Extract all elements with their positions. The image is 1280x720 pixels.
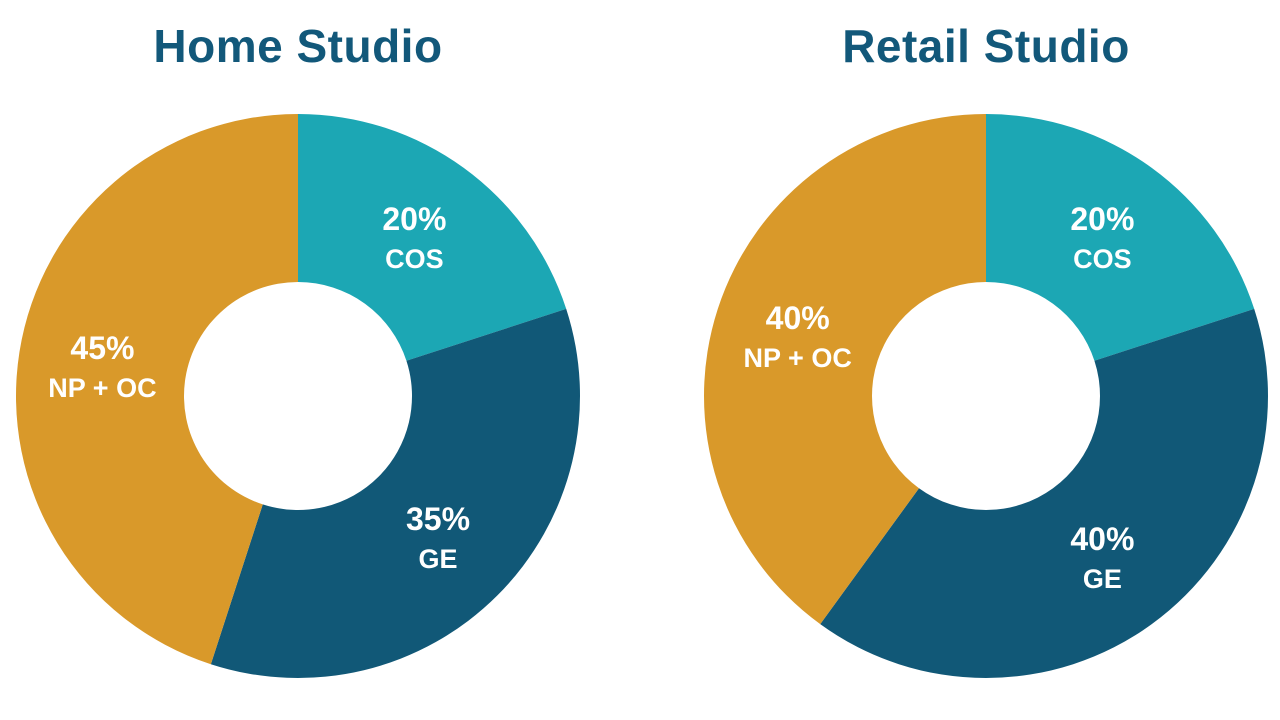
home-studio-slice-ge <box>210 308 580 678</box>
retail-studio-np-oc-category-label: NP + OC <box>744 343 852 373</box>
retail-studio-chart-title: Retail Studio <box>842 20 1130 72</box>
home-studio-cos-category-label: COS <box>385 244 444 274</box>
retail-studio-ge-value-label: 40% <box>1070 521 1134 557</box>
home-studio-np-oc-value-label: 45% <box>70 330 134 366</box>
home-studio-ge-category-label: GE <box>418 544 457 574</box>
retail-studio-slice-np-oc <box>703 114 986 625</box>
retail-studio-slice-cos <box>986 114 1255 361</box>
retail-studio-ge-category-label: GE <box>1083 564 1122 594</box>
home-studio-slice-np-oc <box>16 114 298 665</box>
retail-studio-np-oc-value-label: 40% <box>766 300 830 336</box>
home-studio-cos-value-label: 20% <box>382 201 446 237</box>
retail-studio-donut-chart: 20% COS 40% GE 40% NP + OC <box>703 114 1268 679</box>
retail-studio-cos-category-label: COS <box>1073 244 1132 274</box>
home-studio-chart-title: Home Studio <box>153 20 443 72</box>
home-studio-slice-cos <box>298 114 567 361</box>
retail-studio-slice-ge <box>820 308 1268 679</box>
home-studio-donut-chart: 20% COS 35% GE 45% NP + OC <box>16 114 580 678</box>
retail-studio-cos-value-label: 20% <box>1070 201 1134 237</box>
home-studio-np-oc-category-label: NP + OC <box>48 373 156 403</box>
home-studio-ge-value-label: 35% <box>406 501 470 537</box>
